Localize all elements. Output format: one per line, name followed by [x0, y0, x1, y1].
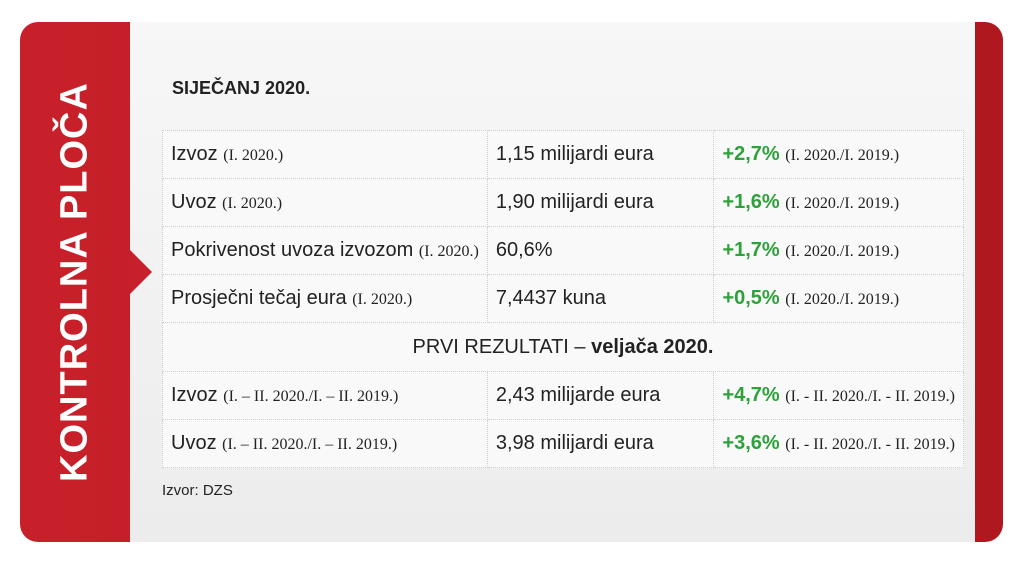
label-cell: Izvoz (I. – II. 2020./I. – II. 2019.) — [162, 371, 488, 420]
stats-table: Izvoz (I. 2020.) 1,15 milijardi eura +2,7%… — [162, 130, 964, 468]
row-label: Izvoz — [171, 143, 218, 165]
row-period: (I. 2020.) — [223, 147, 284, 164]
value-cell: 1,15 milijardi eura — [486, 130, 715, 179]
table-row: Uvoz (I. – II. 2020./I. – II. 2019.) 3,98… — [162, 419, 964, 468]
heading: SIJEČANJ 2020. — [172, 78, 311, 98]
row-change: +1,7% — [722, 239, 780, 261]
row-label: Uvoz — [171, 432, 217, 454]
change-cell: +3,6% (I. - II. 2020./I. - II. 2019.) — [713, 419, 964, 468]
value-cell: 60,6% — [486, 226, 715, 275]
label-cell: Uvoz (I. 2020.) — [162, 178, 488, 227]
change-cell: +1,6% (I. 2020./I. 2019.) — [713, 178, 964, 227]
table-body: Izvoz (I. 2020.) 1,15 milijardi eura +2,7%… — [162, 130, 964, 468]
table-row: Pokrivenost uvoza izvozom (I. 2020.) 60,6… — [162, 226, 964, 275]
value-cell: 2,43 milijarde eura — [486, 371, 715, 420]
section-cell: PRVI REZULTATI – veljača 2020. — [162, 322, 964, 372]
section-text: PRVI REZULTATI – — [412, 335, 586, 358]
section-row: PRVI REZULTATI – veljača 2020. — [162, 322, 964, 372]
change-cell: +1,7% (I. 2020./I. 2019.) — [713, 226, 964, 275]
row-value: 3,98 milijardi eura — [495, 432, 654, 454]
change-cell: +0,5% (I. 2020./I. 2019.) — [713, 274, 964, 323]
row-change: +3,6% — [722, 432, 780, 454]
change-period: (I. 2020./I. 2019.) — [785, 291, 900, 308]
table-row: Izvoz (I. – II. 2020./I. – II. 2019.) 2,4… — [162, 371, 964, 420]
row-label: Uvoz — [171, 191, 217, 213]
value-cell: 3,98 milijardi eura — [486, 419, 715, 468]
change-period: (I. - II. 2020./I. - II. 2019.) — [785, 436, 955, 453]
change-period: (I. 2020./I. 2019.) — [785, 195, 900, 212]
row-period: (I. 2020.) — [222, 195, 283, 212]
label-cell: Prosječni tečaj eura (I. 2020.) — [162, 274, 488, 323]
table-row: Prosječni tečaj eura (I. 2020.) 7,4437 ku… — [162, 274, 964, 323]
table-row: Uvoz (I. 2020.) 1,90 milijardi eura +1,6% … — [162, 178, 964, 227]
change-cell: +4,7% (I. - II. 2020./I. - II. 2019.) — [713, 371, 964, 420]
row-value: 60,6% — [495, 239, 553, 261]
sidebar-title: KONTROLNA PLOČA — [53, 82, 96, 482]
change-period: (I. 2020./I. 2019.) — [785, 147, 900, 164]
source: Izvor: DZS — [162, 482, 233, 499]
row-label: Izvoz — [171, 384, 218, 406]
change-period: (I. - II. 2020./I. - II. 2019.) — [785, 388, 955, 405]
label-cell: Pokrivenost uvoza izvozom (I. 2020.) — [162, 226, 488, 275]
row-period: (I. 2020.) — [352, 291, 413, 308]
row-change: +1,6% — [722, 191, 780, 213]
notch — [130, 250, 152, 294]
row-change: +2,7% — [722, 143, 780, 165]
value-cell: 1,90 milijardi eura — [486, 178, 715, 227]
row-change: +4,7% — [722, 384, 780, 406]
row-change: +0,5% — [722, 287, 780, 309]
row-value: 2,43 milijarde eura — [495, 384, 661, 406]
row-label: Pokrivenost uvoza izvozom — [171, 239, 414, 261]
row-value: 1,90 milijardi eura — [495, 191, 654, 213]
row-value: 7,4437 kuna — [495, 287, 606, 309]
label-cell: Izvoz (I. 2020.) — [162, 130, 488, 179]
row-period: (I. – II. 2020./I. – II. 2019.) — [223, 388, 399, 405]
row-period: (I. – II. 2020./I. – II. 2019.) — [222, 436, 398, 453]
table-row: Izvoz (I. 2020.) 1,15 milijardi eura +2,7%… — [162, 130, 964, 179]
row-value: 1,15 milijardi eura — [495, 143, 654, 165]
change-period: (I. 2020./I. 2019.) — [785, 243, 900, 260]
row-period: (I. 2020.) — [418, 243, 479, 260]
change-cell: +2,7% (I. 2020./I. 2019.) — [713, 130, 964, 179]
label-cell: Uvoz (I. – II. 2020./I. – II. 2019.) — [162, 419, 488, 468]
row-label: Prosječni tečaj eura — [171, 287, 347, 309]
value-cell: 7,4437 kuna — [486, 274, 715, 323]
section-bold: veljača 2020. — [591, 335, 714, 358]
